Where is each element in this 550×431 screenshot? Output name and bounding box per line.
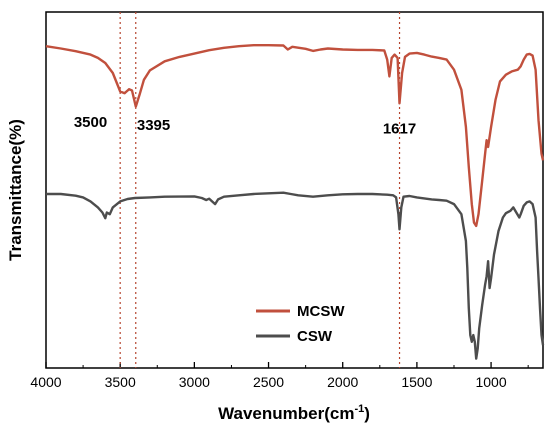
x-tick-label-4000: 4000 (30, 374, 61, 390)
legend: MCSW CSW (256, 303, 345, 345)
x-tick-label-3000: 3000 (179, 374, 210, 390)
x-tick-label-3500: 3500 (105, 374, 136, 390)
series-layer (45, 44, 545, 360)
series-line-mcsw (45, 44, 545, 228)
peak-label-3395: 3395 (137, 117, 170, 134)
x-axis-title: Wavenumber(cm-1) (218, 403, 370, 423)
x-axis: 4000 3500 3000 2500 2000 1500 1000 (30, 362, 529, 390)
x-tick-label-1500: 1500 (401, 374, 432, 390)
peak-labels: 3500 3395 1617 (74, 114, 416, 138)
peak-guides (119, 12, 401, 368)
legend-label-csw: CSW (297, 328, 333, 345)
x-tick-label-2000: 2000 (327, 374, 358, 390)
plot-frame (45, 11, 544, 369)
x-tick-label-1000: 1000 (475, 374, 506, 390)
peak-label-3500: 3500 (74, 114, 107, 131)
peak-label-1617: 1617 (383, 121, 416, 138)
series-line-csw (46, 191, 545, 360)
legend-label-mcsw: MCSW (297, 303, 345, 320)
x-tick-label-2500: 2500 (253, 374, 284, 390)
y-axis-title: Transmittance(%) (6, 119, 25, 261)
